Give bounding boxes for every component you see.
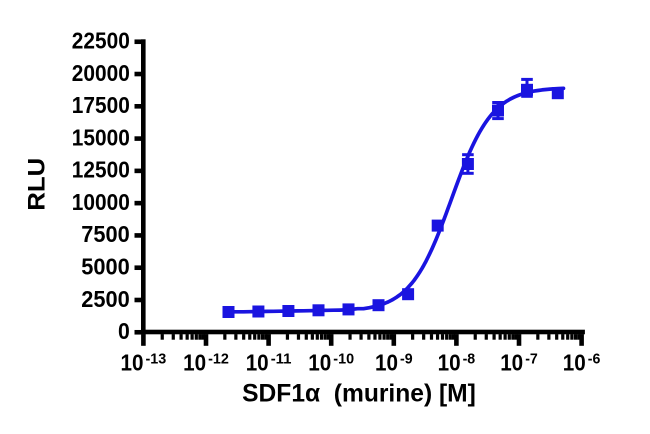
svg-text:22500: 22500 <box>72 28 130 54</box>
svg-text:10-6: 10 -6 <box>563 350 601 376</box>
svg-text:10-13: 10 -13 <box>121 350 167 376</box>
svg-text:10-9: 10 -9 <box>375 350 413 376</box>
svg-text:10-11: 10 -11 <box>246 350 292 376</box>
svg-text:10-7: 10 -7 <box>500 350 538 376</box>
svg-text:10000: 10000 <box>72 189 130 215</box>
svg-text:7500: 7500 <box>81 221 130 247</box>
svg-text:SDF1α (murine) [M]: SDF1α (murine) [M] <box>242 380 476 407</box>
svg-text:5000: 5000 <box>81 254 130 280</box>
svg-text:20000: 20000 <box>72 60 130 86</box>
svg-text:10-8: 10 -8 <box>438 350 476 376</box>
svg-text:12500: 12500 <box>72 157 130 183</box>
svg-text:2500: 2500 <box>81 286 130 312</box>
svg-text:10-10: 10 -10 <box>308 350 354 376</box>
svg-text:10-12: 10 -12 <box>183 350 229 376</box>
svg-text:17500: 17500 <box>72 92 130 118</box>
svg-text:15000: 15000 <box>72 124 130 150</box>
svg-text:RLU: RLU <box>23 158 50 211</box>
svg-text:0: 0 <box>118 318 130 344</box>
